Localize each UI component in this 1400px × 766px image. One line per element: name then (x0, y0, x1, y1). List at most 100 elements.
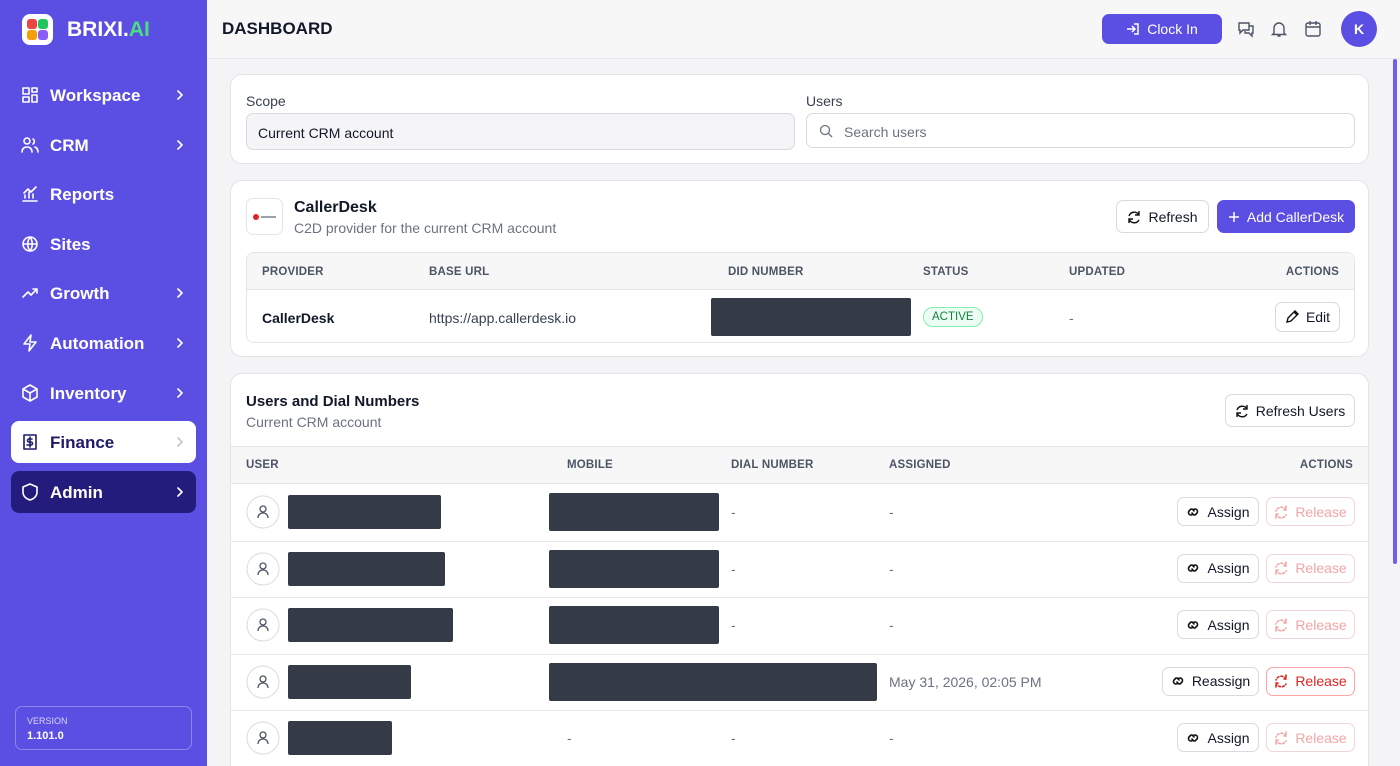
icon (177, 288, 183, 299)
provider-logo (246, 198, 283, 235)
search-placeholder: Search users (844, 124, 927, 140)
icon (1275, 561, 1288, 575)
nav-label: Workspace (50, 86, 141, 105)
version-box: VERSION 1.101.0 (15, 706, 192, 750)
button-label: Release (1295, 673, 1347, 689)
nav-label: Admin (50, 482, 103, 502)
icon (177, 486, 183, 497)
avatar[interactable]: K (1341, 11, 1377, 47)
icon (22, 288, 38, 299)
header: DASHBOARD Clock In K (207, 0, 1400, 59)
icon-path (1275, 504, 1288, 519)
redacted (711, 298, 911, 336)
assign-button[interactable]: Assign (1177, 497, 1259, 526)
users-search[interactable]: Search users (806, 113, 1355, 148)
icon (177, 90, 183, 100)
assign-button[interactable]: Assign (1177, 553, 1259, 583)
user-avatar (246, 665, 280, 698)
button-label: Assign (1207, 616, 1250, 633)
icon (22, 235, 38, 252)
column-header: DID NUMBER (728, 266, 804, 278)
icon-path (1188, 564, 1199, 572)
button-label: Reassign (1191, 673, 1251, 689)
button-label: Assign (1207, 729, 1250, 746)
row-divider (231, 540, 1368, 542)
icon (177, 338, 183, 348)
filters-card: Scope Current CRM account Users Search u… (230, 74, 1369, 164)
user-avatar (246, 552, 280, 585)
brand-suffix: AI (128, 18, 150, 41)
users-card: Users and Dial Numbers Current CRM accou… (230, 373, 1369, 766)
user-avatar (246, 608, 280, 642)
nav-item[interactable]: CRM (11, 124, 196, 166)
icon-path (21, 136, 39, 153)
bell-icon[interactable] (1270, 20, 1288, 38)
nav-item[interactable]: Reports (11, 173, 196, 215)
scope-value: Current CRM account (258, 125, 394, 141)
nav-label: Automation (50, 334, 145, 353)
redacted (288, 721, 392, 755)
refresh-button[interactable]: Refresh (1116, 200, 1209, 233)
icon-path (23, 334, 37, 352)
edit-button[interactable]: Edit (1275, 302, 1340, 332)
logo-mark (253, 214, 276, 220)
icon (1228, 211, 1239, 222)
nav-item[interactable]: Automation (11, 322, 196, 364)
provider-subtitle: C2D provider for the current CRM account (294, 220, 557, 236)
provider-cell: CallerDesk (262, 310, 335, 326)
add-provider-button[interactable]: Add CallerDesk (1217, 200, 1355, 233)
icon (22, 87, 38, 103)
brand-name: BRIXI. (67, 18, 129, 41)
redacted (549, 606, 719, 644)
nav-item[interactable]: Sites (11, 223, 196, 265)
icon-path (1275, 617, 1288, 632)
icon-path (22, 235, 38, 252)
release-button: Release (1266, 553, 1355, 583)
row-divider (231, 653, 1368, 655)
page-title: DASHBOARD (222, 19, 333, 38)
release-button[interactable]: Release (1266, 666, 1355, 696)
dial-cell: - (731, 560, 736, 577)
user-avatar (246, 495, 280, 529)
dial-cell: - (731, 504, 736, 520)
nav-label: Sites (50, 234, 91, 254)
icon (1172, 677, 1184, 685)
dial-cell: - (731, 730, 736, 746)
icon (1188, 564, 1199, 572)
redacted (549, 549, 719, 588)
scope-select[interactable]: Current CRM account (246, 113, 795, 150)
icon (177, 387, 183, 398)
icon (1275, 730, 1288, 745)
icon (1188, 733, 1199, 742)
nav-item[interactable]: Inventory (11, 372, 196, 414)
icon-path (177, 338, 183, 348)
scope-label: Scope (246, 93, 286, 109)
label: Edit (1305, 309, 1331, 325)
assign-button[interactable]: Reassign (1162, 666, 1259, 696)
calendar-icon[interactable] (1304, 20, 1322, 38)
nav-item[interactable]: Growth (11, 272, 196, 314)
assign-button[interactable]: Assign (1177, 723, 1259, 752)
icon (177, 139, 183, 150)
refresh-users-button[interactable]: Refresh Users (1225, 394, 1355, 427)
provider-card: CallerDesk C2D provider for the current … (230, 180, 1369, 357)
assigned-cell: May 31, 2026, 02:05 PM (889, 673, 1042, 690)
clock-in-button[interactable]: Clock In (1102, 14, 1222, 44)
assign-button[interactable]: Assign (1177, 610, 1259, 639)
row-divider (231, 710, 1368, 711)
nav-item[interactable]: Workspace (11, 74, 196, 116)
scrollbar (1393, 59, 1397, 564)
icon (1127, 23, 1139, 35)
avatar-glyph (257, 561, 269, 575)
provider-name: CallerDesk (294, 199, 377, 216)
icon-path (177, 486, 183, 497)
icon (177, 437, 183, 447)
nav-item[interactable]: Finance (11, 421, 196, 464)
nav-item[interactable]: Admin (11, 470, 196, 513)
icon-path (1172, 677, 1184, 685)
icon-path (22, 87, 38, 103)
users-label: Users (806, 93, 843, 109)
chat-icon[interactable] (1237, 20, 1255, 38)
icon-path (1275, 561, 1288, 575)
